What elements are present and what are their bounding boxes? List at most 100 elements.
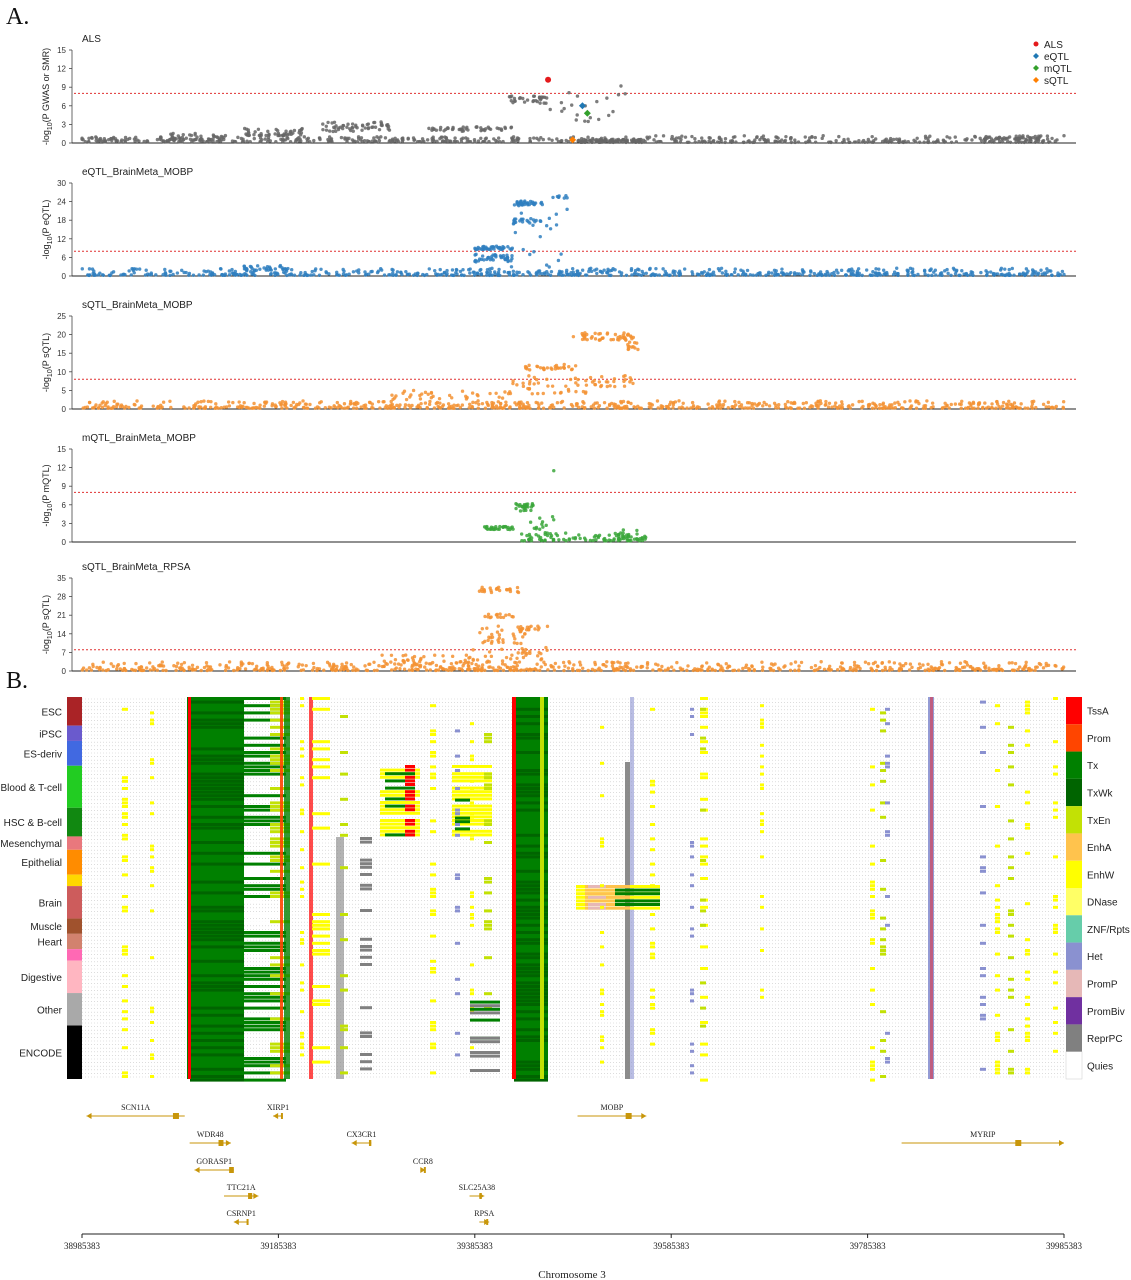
snp-point [590,335,594,339]
enhw-row [430,895,436,898]
snp-point [887,660,891,664]
y-label-subscript: 10 [47,504,54,512]
tx-row [244,754,286,758]
snp-point [299,668,303,673]
snp-point [1008,140,1013,144]
snp-point [102,140,107,144]
snp-point [1045,270,1049,274]
enhw-row [430,776,436,780]
enhw-row [430,1028,436,1032]
snp-point [372,120,376,125]
reprpc-row [360,937,372,941]
snp-point [252,401,256,406]
snp-point [906,269,910,274]
snp-point [741,666,745,671]
txwk-row [190,797,244,801]
snp-point [1003,267,1007,271]
snp-point [925,399,929,403]
snp-point [477,402,481,406]
snp-point [860,399,864,404]
snp-point [564,384,568,388]
group-label: iPSC [39,729,62,740]
snp-point [266,129,270,134]
gene-label: RPSA [474,1209,494,1218]
snp-point [914,140,918,144]
snp-point [769,662,774,666]
snp-point [521,384,526,389]
snp-point [517,400,521,405]
snp-point [623,535,627,539]
snp-point [338,668,343,672]
snp-point [376,399,381,404]
het-row [455,977,460,981]
snp-point [311,661,316,666]
snp-point [915,136,919,141]
snp-point [620,406,624,410]
snp-point [619,273,623,277]
enhw-row [600,837,604,841]
snp-point [134,661,138,666]
promp-row [588,906,606,910]
snp-point [455,272,459,276]
snp-point [247,661,252,665]
snp-point [690,134,694,139]
snp-point [822,667,827,671]
enhw-row [700,1078,708,1082]
snp-point [450,127,455,132]
snp-point [1002,273,1007,278]
snp-point [115,664,120,668]
snp-point [263,137,267,141]
txen-row [1008,783,1014,787]
snp-point [372,660,376,664]
snp-point [840,400,844,404]
snp-point [321,122,325,126]
txwk-row [190,700,244,704]
enhw-row [700,844,708,848]
snp-point [1001,400,1006,405]
snp-point [880,661,884,665]
snp-point [213,406,218,410]
het-row [455,812,460,816]
tssa-row [405,765,415,768]
txwk-row [514,1067,548,1071]
tx-row [615,888,660,892]
snp-point [190,663,195,668]
snp-point [605,271,610,275]
snp-point [535,662,539,666]
snp-point [306,273,310,277]
snp-point [787,272,792,276]
snp-point [182,668,186,673]
quies-gap [244,993,264,997]
snp-point [608,384,612,388]
enhw-row [300,848,304,852]
panel-b-label: B. [6,668,28,694]
snp-point [224,665,228,669]
snp-point [495,586,499,591]
snp-point [599,668,603,673]
snp-point [552,469,556,473]
snp-point [500,396,505,400]
snp-point [593,382,597,387]
reprpc-row [360,1060,372,1064]
snp-point [836,406,840,410]
txen-row [1008,1049,1014,1053]
snp-point [351,270,356,274]
strand-arrow [86,1113,92,1119]
enhw-row [300,938,304,942]
reprpc-row [470,1069,500,1072]
snp-point [541,525,545,529]
snp-point [867,140,872,144]
snp-point [433,268,437,273]
snp-point [571,667,575,671]
snp-point [694,668,699,672]
txen-row [700,707,706,711]
snp-point [931,405,935,409]
txwk-row [514,751,548,754]
txen-row [880,887,886,891]
snp-point [536,654,540,658]
snp-point [425,272,429,277]
snp-point [500,662,505,666]
enhw-row [122,1046,128,1050]
snp-point [334,124,338,128]
